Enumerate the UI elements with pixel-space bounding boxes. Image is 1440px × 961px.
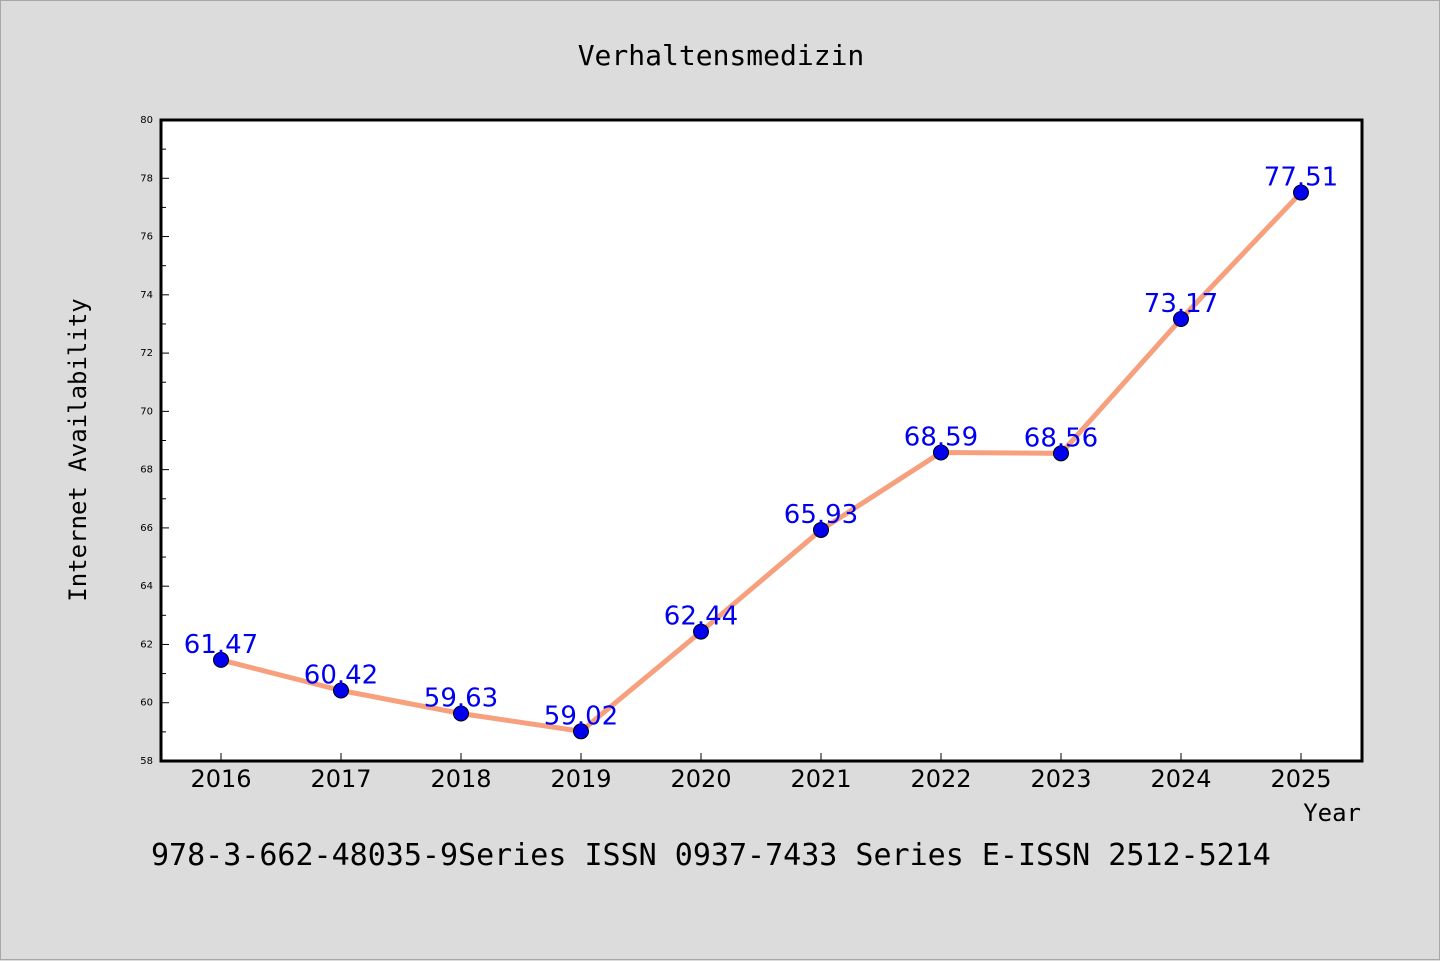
- y-tick-label: 68: [140, 465, 153, 476]
- data-point: [813, 521, 829, 538]
- y-axis-label: Internet Availability: [64, 298, 92, 601]
- y-tick-label: 72: [140, 348, 153, 359]
- chart-title: Verhaltensmedizin: [578, 39, 865, 72]
- data-point: [693, 623, 709, 640]
- y-tick-label: 78: [140, 173, 153, 184]
- data-label-layer: 61.47 60.42 59.63 59.02 62.44 65.93 68.59 68.56…: [184, 163, 1338, 732]
- series-layer: [213, 184, 1309, 740]
- x-tick-label: 2020: [670, 765, 731, 793]
- data-point: [1293, 184, 1309, 201]
- data-label: 60.42: [304, 660, 378, 690]
- x-tick-label: 2019: [550, 765, 611, 793]
- y-tick-label: 62: [140, 639, 153, 650]
- x-tick-label: 2025: [1270, 765, 1331, 793]
- y-tick-label: 76: [140, 232, 153, 243]
- x-axis-label: Year: [1303, 799, 1361, 827]
- data-label: 59.63: [424, 684, 498, 714]
- data-label: 73.17: [1144, 289, 1218, 319]
- data-point: [1053, 445, 1069, 462]
- y-tick-label: 60: [140, 698, 153, 709]
- series-line: [218, 190, 1304, 734]
- data-label: 65.93: [784, 500, 858, 530]
- plot-area: [159, 118, 1364, 763]
- data-point: [933, 444, 949, 461]
- data-label: 68.56: [1024, 423, 1098, 453]
- data-point: [1173, 311, 1189, 328]
- data-point: [213, 651, 229, 668]
- y-tick-label: 70: [140, 406, 153, 417]
- x-tick-label: 2016: [190, 765, 251, 793]
- x-tick-label: 2023: [1030, 765, 1091, 793]
- data-label: 77.51: [1264, 163, 1338, 193]
- x-tick-label: 2024: [1150, 765, 1211, 793]
- y-tick-label: 58: [140, 756, 153, 767]
- data-point: [453, 705, 469, 722]
- x-tick-label: 2022: [910, 765, 971, 793]
- x-tick-label: 2017: [310, 765, 371, 793]
- data-label: 61.47: [184, 630, 258, 660]
- footer-text: 978-3-662-48035-9Series ISSN 0937-7433 S…: [151, 838, 1271, 873]
- data-point: [573, 723, 589, 740]
- x-axis: 2016 2017 2018 2019 2020 2021 2022 2023 2024 2025: [190, 753, 1332, 793]
- x-tick-label: 2021: [790, 765, 851, 793]
- data-label: 62.44: [664, 602, 738, 632]
- y-tick-label: 66: [140, 523, 153, 534]
- data-label: 59.02: [544, 701, 618, 731]
- y-tick-label: 74: [140, 290, 153, 301]
- data-point: [333, 682, 349, 699]
- y-tick-label: 64: [140, 581, 153, 592]
- y-axis: 58 60 62 64 66 68 70 72 74 76 78 80: [140, 115, 169, 767]
- x-tick-label: 2018: [430, 765, 491, 793]
- y-tick-label: 80: [140, 115, 153, 126]
- data-label: 68.59: [904, 422, 978, 452]
